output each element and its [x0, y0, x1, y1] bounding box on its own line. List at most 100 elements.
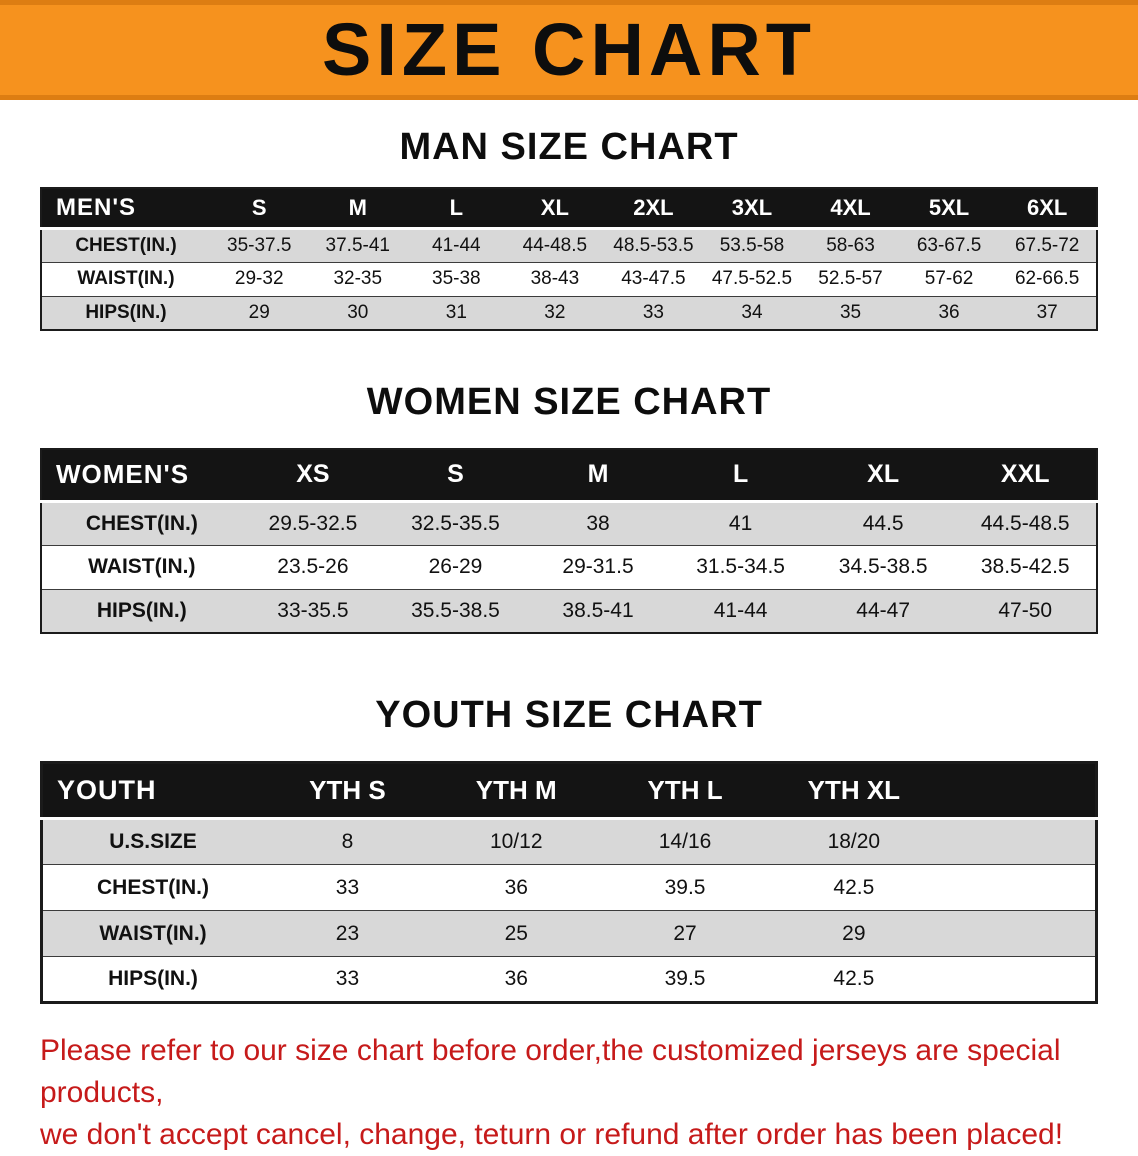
- youth-column-header: YTH S: [263, 762, 432, 820]
- women-table-cell: 29-31.5: [526, 544, 670, 589]
- men-table-cell: 29: [209, 295, 309, 330]
- men-table-cell: 38-43: [505, 261, 605, 296]
- men-table-cell: 35: [801, 295, 900, 330]
- men-table-cell: 52.5-57: [801, 261, 900, 296]
- youth-table-cell: 18/20: [769, 818, 939, 865]
- women-table-cell: 38: [526, 500, 670, 545]
- youth-table-cell: 8: [263, 818, 432, 865]
- youth-table-row: WAIST(IN.) 23 25 27 29: [41, 910, 1097, 957]
- youth-table-cell: 36: [431, 864, 601, 911]
- women-table-cell: 34.5-38.5: [811, 544, 955, 589]
- women-table-cell: 44.5: [811, 500, 955, 545]
- women-section: WOMEN SIZE CHART WOMEN'S XS S M L XL XXL CHEST(…: [0, 381, 1138, 634]
- youth-corner-label: YOUTH: [41, 762, 264, 820]
- order-note: Please refer to our size chart before or…: [40, 1030, 1098, 1156]
- men-column-header: 6XL: [998, 188, 1097, 230]
- men-column-header: L: [407, 188, 506, 230]
- youth-table-cell: 39.5: [600, 864, 770, 911]
- youth-blank-cell: [938, 864, 1097, 911]
- youth-table-cell: 36: [431, 956, 601, 1003]
- note-line-1: Please refer to our size chart before or…: [40, 1034, 1061, 1109]
- youth-table-cell: 14/16: [600, 818, 770, 865]
- youth-table-cell: 10/12: [431, 818, 601, 865]
- youth-section: YOUTH SIZE CHART YOUTH YTH S YTH M YTH L YTH…: [0, 694, 1138, 1004]
- men-column-header: 4XL: [801, 188, 900, 230]
- women-column-header: S: [384, 449, 527, 503]
- women-table-cell: 26-29: [384, 544, 527, 589]
- women-row-label: CHEST(IN.): [41, 500, 242, 545]
- women-column-header: M: [526, 449, 670, 503]
- women-table-cell: 38.5-41: [526, 588, 670, 633]
- men-table-cell: 57-62: [899, 261, 999, 296]
- banner: SIZE CHART: [0, 0, 1138, 100]
- youth-table-row: HIPS(IN.) 33 36 39.5 42.5: [41, 956, 1097, 1003]
- women-row-label: HIPS(IN.): [41, 588, 242, 633]
- men-table-cell: 41-44: [407, 227, 506, 262]
- page-title: SIZE CHART: [322, 8, 816, 91]
- women-table-cell: 38.5-42.5: [954, 544, 1097, 589]
- men-table-cell: 47.5-52.5: [702, 261, 802, 296]
- women-table-row: WAIST(IN.) 23.5-26 26-29 29-31.5 31.5-34.5 34…: [41, 544, 1097, 589]
- women-table-cell: 23.5-26: [241, 544, 385, 589]
- men-table-cell: 63-67.5: [899, 227, 999, 262]
- men-column-header: 3XL: [702, 188, 802, 230]
- men-column-header: S: [209, 188, 309, 230]
- women-table-cell: 41: [669, 500, 812, 545]
- youth-row-label: WAIST(IN.): [41, 910, 264, 957]
- men-column-header: XL: [505, 188, 605, 230]
- youth-table-cell: 27: [600, 910, 770, 957]
- men-column-header: 5XL: [899, 188, 999, 230]
- women-table-cell: 33-35.5: [241, 588, 385, 633]
- youth-table-cell: 33: [263, 956, 432, 1003]
- men-table-cell: 53.5-58: [702, 227, 802, 262]
- men-table-cell: 32: [505, 295, 605, 330]
- men-table-cell: 30: [308, 295, 408, 330]
- youth-table-cell: 23: [263, 910, 432, 957]
- men-column-header: M: [308, 188, 408, 230]
- youth-row-label: U.S.SIZE: [41, 818, 264, 865]
- youth-table-cell: 25: [431, 910, 601, 957]
- men-table-row: CHEST(IN.) 35-37.5 37.5-41 41-44 44-48.5 48.5…: [41, 227, 1097, 262]
- men-table-cell: 62-66.5: [998, 261, 1097, 296]
- men-table-row: WAIST(IN.) 29-32 32-35 35-38 38-43 43-47.5 47.…: [41, 261, 1097, 296]
- women-table-cell: 31.5-34.5: [669, 544, 812, 589]
- men-table-cell: 44-48.5: [505, 227, 605, 262]
- youth-table-cell: 42.5: [769, 956, 939, 1003]
- women-column-header: XXL: [954, 449, 1097, 503]
- men-size-table: MEN'S S M L XL 2XL 3XL 4XL 5XL 6XL CHEST(IN.) 35-37…: [40, 187, 1098, 331]
- men-table-cell: 33: [604, 295, 703, 330]
- men-table-cell: 35-38: [407, 261, 506, 296]
- women-header-row: WOMEN'S XS S M L XL XXL: [41, 449, 1097, 503]
- youth-table-row: CHEST(IN.) 33 36 39.5 42.5: [41, 864, 1097, 911]
- men-table-cell: 31: [407, 295, 506, 330]
- youth-row-label: CHEST(IN.): [41, 864, 264, 911]
- men-row-label: CHEST(IN.): [41, 227, 210, 262]
- women-column-header: XL: [811, 449, 955, 503]
- women-corner-label: WOMEN'S: [41, 449, 242, 503]
- women-size-table: WOMEN'S XS S M L XL XXL CHEST(IN.) 29.5-32.5 32.5…: [40, 448, 1098, 634]
- youth-header-row: YOUTH YTH S YTH M YTH L YTH XL: [41, 762, 1097, 820]
- men-section: MAN SIZE CHART MEN'S S M L XL 2XL 3XL 4XL 5XL 6XL…: [0, 126, 1138, 331]
- men-table-cell: 58-63: [801, 227, 900, 262]
- men-table-cell: 36: [899, 295, 999, 330]
- men-table-cell: 37.5-41: [308, 227, 408, 262]
- youth-blank-header-cell: [938, 762, 1097, 820]
- women-table-row: CHEST(IN.) 29.5-32.5 32.5-35.5 38 41 44.5 44.5…: [41, 500, 1097, 545]
- women-column-header: L: [669, 449, 812, 503]
- men-table-cell: 37: [998, 295, 1097, 330]
- youth-section-heading: YOUTH SIZE CHART: [375, 694, 763, 736]
- women-row-label: WAIST(IN.): [41, 544, 242, 589]
- men-table-cell: 34: [702, 295, 802, 330]
- youth-column-header: YTH M: [431, 762, 601, 820]
- men-table-cell: 35-37.5: [209, 227, 309, 262]
- women-table-cell: 47-50: [954, 588, 1097, 633]
- men-table-cell: 67.5-72: [998, 227, 1097, 262]
- women-column-header: XS: [241, 449, 385, 503]
- note-line-2: we don't accept cancel, change, teturn o…: [40, 1118, 1064, 1151]
- women-table-cell: 35.5-38.5: [384, 588, 527, 633]
- men-row-label: HIPS(IN.): [41, 295, 210, 330]
- youth-row-label: HIPS(IN.): [41, 956, 264, 1003]
- men-table-row: HIPS(IN.) 29 30 31 32 33 34 35 36 37: [41, 295, 1097, 330]
- youth-blank-cell: [938, 818, 1097, 865]
